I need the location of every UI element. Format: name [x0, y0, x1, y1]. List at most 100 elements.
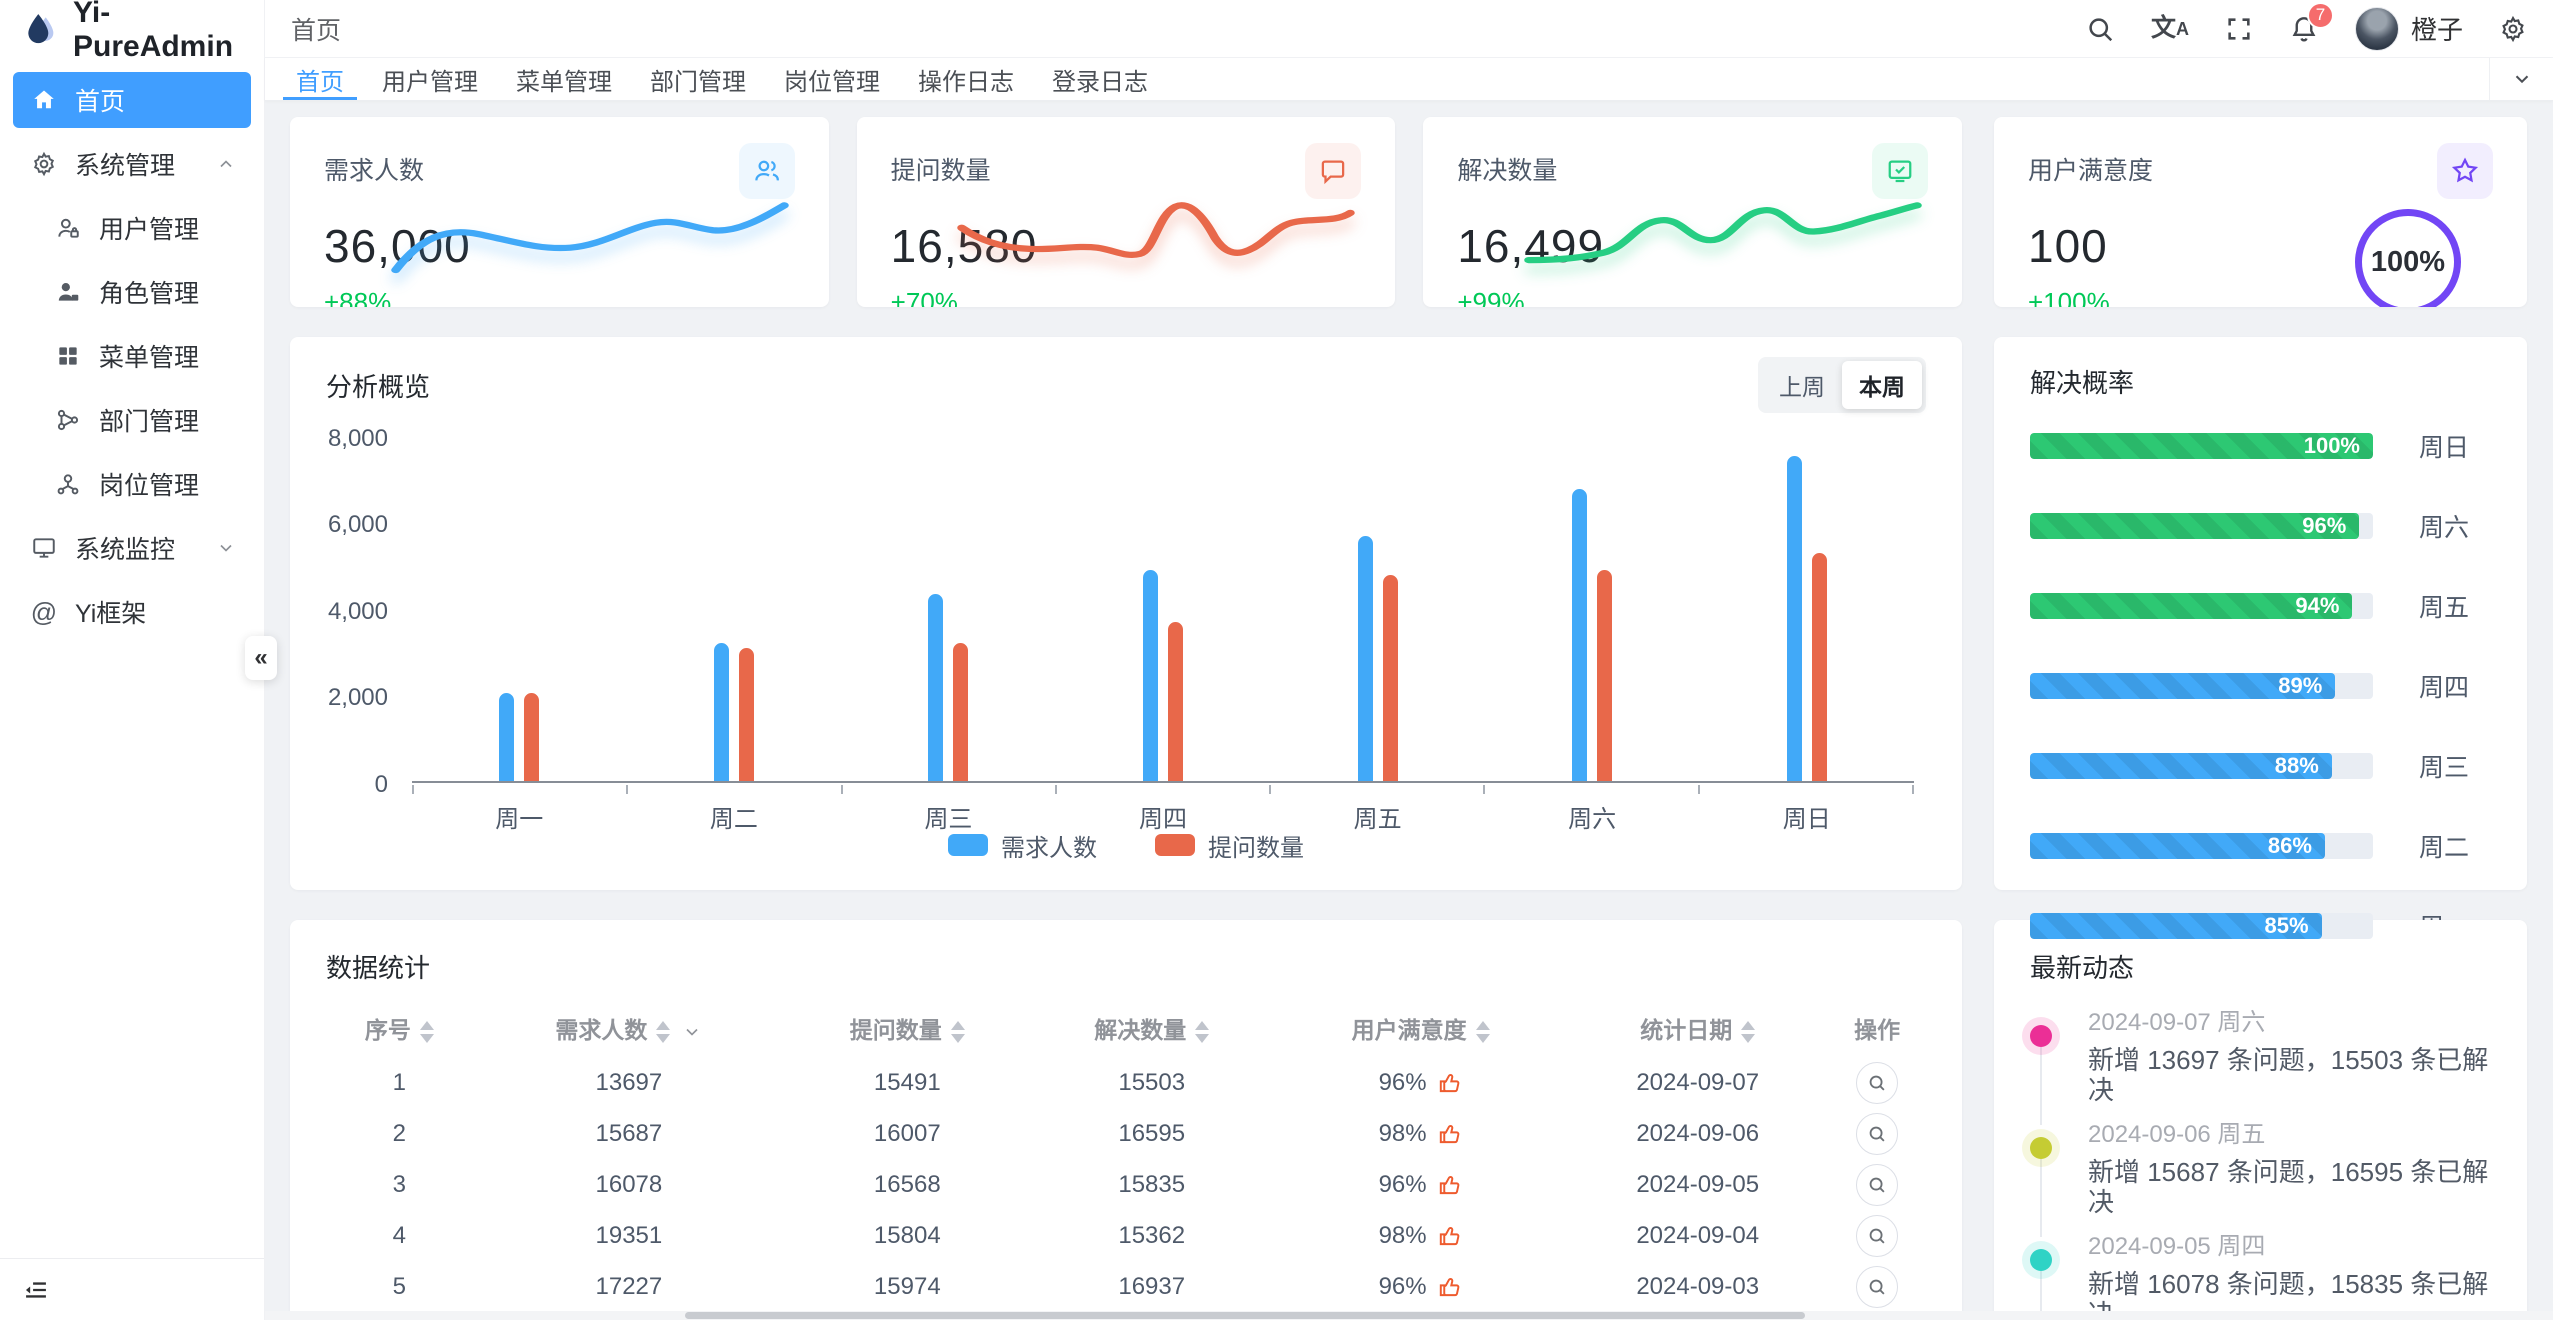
sort-carets-icon[interactable] — [419, 1020, 434, 1043]
demand-bar[interactable] — [1786, 456, 1802, 781]
legend-item-questions[interactable]: 提问数量 — [1155, 828, 1304, 863]
bar-group-sun[interactable] — [1699, 437, 1914, 781]
sidebar-item-system-monitor[interactable]: 系统监控 — [13, 520, 251, 576]
progress-track: 96% — [2030, 513, 2373, 539]
sort-carets-icon[interactable] — [1475, 1020, 1490, 1043]
questions-bar[interactable] — [1597, 570, 1613, 781]
tab-department-management[interactable]: 部门管理 — [650, 68, 746, 96]
x-axis-label: 周六 — [1568, 806, 1617, 833]
sidebar-item-post-management[interactable]: 岗位管理 — [13, 456, 251, 512]
legend-item-demand[interactable]: 需求人数 — [948, 828, 1097, 863]
sidebar-item-role-management[interactable]: 角色管理 — [13, 264, 251, 320]
timeline-date: 2024-09-07 周六 — [2088, 1009, 2266, 1036]
bar-group-tue[interactable] — [627, 437, 842, 781]
sidebar-item-yi-framework[interactable]: @ Yi框架 — [13, 584, 251, 640]
satisfaction-ring: 100% — [2355, 209, 2461, 307]
cell-solved: 15503 — [1118, 1068, 1186, 1096]
questions-bar[interactable] — [524, 692, 540, 781]
last-week-button[interactable]: 上周 — [1762, 361, 1842, 409]
column-header-satisfaction[interactable]: 用户满意度 — [1274, 999, 1567, 1057]
breadcrumb[interactable]: 首页 — [291, 16, 342, 45]
cell-questions: 15974 — [873, 1272, 941, 1300]
sidebar-item-home[interactable]: 首页 — [13, 72, 251, 128]
sidebar-item-label: 系统管理 — [75, 152, 176, 180]
filter-chevron-icon[interactable] — [682, 1022, 702, 1042]
sidebar-item-menu-management[interactable]: 菜单管理 — [13, 328, 251, 384]
sidebar-collapse-button[interactable]: « — [245, 636, 277, 680]
column-header-date[interactable]: 统计日期 — [1567, 999, 1828, 1057]
view-detail-button[interactable] — [1856, 1163, 1899, 1206]
demand-bar[interactable] — [1357, 535, 1373, 781]
stat-title: 解决数量 — [1457, 157, 1558, 185]
progress-track: 100% — [2030, 433, 2373, 459]
sort-carets-icon[interactable] — [656, 1020, 671, 1043]
analysis-overview-card: 分析概览 上周 本周 8,000 6,000 4,000 2,000 0 — [290, 337, 1962, 890]
sidebar-item-department-management[interactable]: 部门管理 — [13, 392, 251, 448]
tab-login-log[interactable]: 登录日志 — [1052, 68, 1148, 96]
questions-bar[interactable] — [1382, 574, 1398, 781]
questions-bar[interactable] — [738, 647, 754, 781]
tabs-dropdown-chevron-icon[interactable] — [2489, 58, 2553, 100]
legend-swatch — [1155, 834, 1195, 856]
scrollbar-thumb[interactable] — [685, 1312, 1805, 1319]
collapse-menu-icon[interactable] — [22, 1276, 50, 1304]
bar-group-thu[interactable] — [1056, 437, 1271, 781]
questions-bar[interactable] — [1168, 621, 1184, 781]
column-header-questions[interactable]: 提问数量 — [785, 999, 1029, 1057]
notification-bell-icon[interactable]: 7 — [2289, 1, 2334, 44]
settings-gear-icon[interactable] — [2499, 15, 2527, 43]
bar-chart: 8,000 6,000 4,000 2,000 0 — [326, 423, 1926, 833]
sidebar-item-system-management[interactable]: 系统管理 — [13, 136, 251, 192]
timeline-dot — [2030, 1137, 2052, 1159]
column-header-demand[interactable]: 需求人数 — [473, 999, 785, 1057]
progress-fill: 100% — [2030, 433, 2373, 459]
bar-group-mon[interactable] — [412, 437, 627, 781]
post-icon — [52, 471, 84, 497]
bar-group-wed[interactable] — [841, 437, 1056, 781]
column-header-index[interactable]: 序号 — [326, 999, 473, 1057]
tab-home[interactable]: 首页 — [277, 58, 363, 100]
x-axis-label: 周四 — [1139, 806, 1188, 833]
cell-satisfaction: 96% — [1274, 1261, 1567, 1312]
sidebar-item-label: 菜单管理 — [99, 344, 200, 372]
questions-bar[interactable] — [1811, 553, 1827, 781]
questions-bar[interactable] — [953, 643, 969, 781]
demand-bar[interactable] — [499, 692, 515, 781]
chart-legend: 需求人数 提问数量 — [326, 814, 1926, 876]
tab-post-management[interactable]: 岗位管理 — [784, 68, 880, 96]
range-toggle: 上周 本周 — [1758, 357, 1926, 413]
cell-index: 1 — [392, 1068, 406, 1096]
cell-demand: 13697 — [595, 1068, 663, 1096]
demand-bar[interactable] — [1143, 570, 1159, 781]
sort-carets-icon[interactable] — [1195, 1020, 1210, 1043]
demand-bar[interactable] — [928, 593, 944, 781]
search-icon[interactable] — [2085, 14, 2115, 44]
tab-menu-management[interactable]: 菜单管理 — [516, 68, 612, 96]
timeline-text: 新增 13697 条问题，15503 条已解决 — [2088, 1045, 2489, 1105]
tab-operation-log[interactable]: 操作日志 — [918, 68, 1014, 96]
this-week-button[interactable]: 本周 — [1842, 361, 1922, 409]
tab-user-management[interactable]: 用户管理 — [382, 68, 478, 96]
column-header-solved[interactable]: 解决数量 — [1030, 999, 1274, 1057]
demand-bar[interactable] — [713, 643, 729, 781]
table-row: 3 16078 16568 15835 96% 2024-09-05 — [326, 1159, 1926, 1210]
fullscreen-icon[interactable] — [2225, 15, 2253, 43]
demand-bar[interactable] — [1572, 488, 1588, 781]
app-logo[interactable]: Yi-PureAdmin — [0, 0, 264, 63]
bar-group-fri[interactable] — [1270, 437, 1485, 781]
bar-group-sat[interactable] — [1485, 437, 1700, 781]
view-detail-button[interactable] — [1856, 1061, 1899, 1104]
sidebar-item-user-management[interactable]: 用户管理 — [13, 200, 251, 256]
stat-value: 16,499 — [1457, 220, 1605, 272]
view-detail-button[interactable] — [1856, 1265, 1899, 1308]
stat-value: 100 — [2028, 220, 2108, 272]
sort-carets-icon[interactable] — [950, 1020, 965, 1043]
horizontal-scrollbar[interactable] — [265, 1311, 2553, 1320]
view-detail-button[interactable] — [1856, 1112, 1899, 1155]
user-menu[interactable]: 橙子 — [2354, 6, 2463, 51]
view-detail-button[interactable] — [1856, 1214, 1899, 1257]
sort-carets-icon[interactable] — [1741, 1020, 1756, 1043]
chevron-up-icon — [216, 154, 236, 174]
water-drop-logo-icon — [22, 11, 60, 49]
